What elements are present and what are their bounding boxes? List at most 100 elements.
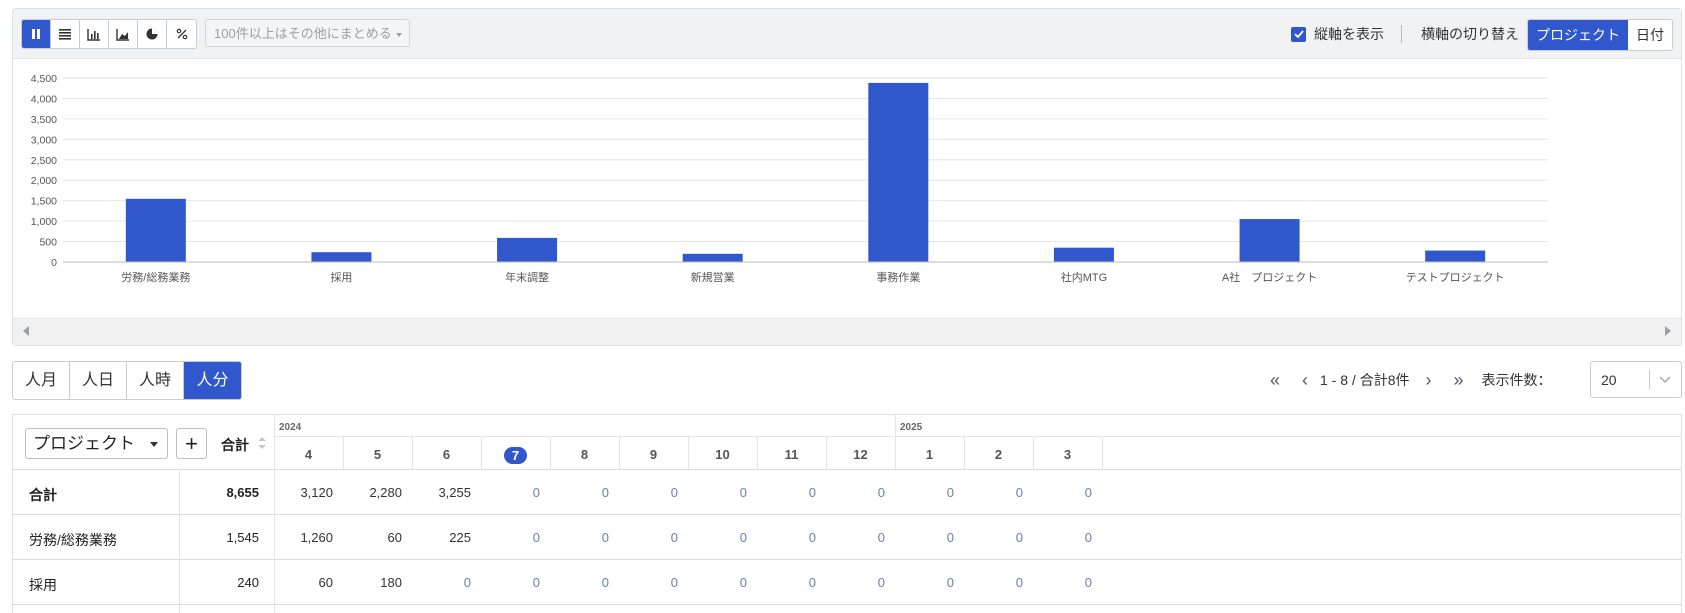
area-chart-icon[interactable] bbox=[109, 20, 138, 48]
total-column-header[interactable]: 合計 bbox=[221, 437, 249, 453]
table-row[interactable]: 合計 8,655 3,120 2,280 3,255 0 0 0 0 0 0 0 0 0 bbox=[13, 469, 1681, 515]
month-label: 3 bbox=[1063, 447, 1072, 462]
list-icon[interactable] bbox=[51, 20, 80, 48]
table-cell: 0 bbox=[808, 530, 816, 545]
month-label: 11 bbox=[784, 447, 799, 462]
month-header[interactable]: 12 bbox=[826, 447, 895, 462]
last-page-icon[interactable]: » bbox=[1453, 369, 1464, 390]
group-by-select-label: プロジェクト bbox=[33, 434, 135, 453]
table-cell: 0 bbox=[532, 530, 540, 545]
column-divider bbox=[550, 437, 551, 469]
table-cell: 0 bbox=[946, 485, 954, 500]
year-label: 2025 bbox=[900, 422, 923, 433]
bar[interactable] bbox=[311, 252, 372, 262]
bar[interactable] bbox=[1239, 219, 1300, 262]
caret-down-icon bbox=[150, 442, 158, 447]
month-header[interactable]: 1 bbox=[895, 447, 964, 462]
row-name: 労務/総務業務 bbox=[29, 532, 117, 548]
row-name: 合計 bbox=[29, 487, 57, 503]
bar-chart-icon[interactable] bbox=[22, 20, 51, 48]
month-header[interactable]: 3 bbox=[1033, 447, 1102, 462]
column-chart-icon[interactable] bbox=[80, 20, 109, 48]
prev-page-icon[interactable]: ‹ bbox=[1302, 369, 1309, 390]
year-label: 2024 bbox=[279, 422, 302, 433]
bar[interactable] bbox=[125, 198, 186, 262]
column-divider bbox=[1102, 437, 1103, 469]
month-header[interactable]: 5 bbox=[343, 447, 412, 462]
group-by-select[interactable]: プロジェクト bbox=[25, 428, 168, 459]
unit-option-man-minute[interactable]: 人分 bbox=[184, 362, 241, 399]
month-header[interactable]: 6 bbox=[412, 447, 481, 462]
percent-icon[interactable] bbox=[167, 20, 196, 48]
show-yaxis-toggle[interactable]: 縦軸を表示 bbox=[1291, 24, 1384, 44]
column-divider bbox=[619, 437, 620, 469]
bar[interactable] bbox=[1053, 247, 1114, 262]
first-page-icon[interactable]: « bbox=[1270, 369, 1281, 390]
x-tick-label: A社 プロジェクト bbox=[1222, 270, 1317, 284]
month-header[interactable]: 9 bbox=[619, 447, 688, 462]
table-cell: 0 bbox=[946, 575, 954, 590]
month-label: 7 bbox=[503, 447, 528, 464]
horizontal-scrollbar[interactable] bbox=[13, 317, 1681, 345]
table-cell: 0 bbox=[808, 485, 816, 500]
table-row[interactable]: 労務/総務業務 1,545 1,260 60 225 0 0 0 0 0 0 0 0 0 bbox=[13, 514, 1681, 560]
y-tick-label: 2,000 bbox=[31, 175, 57, 187]
table-cell: 0 bbox=[532, 485, 540, 500]
month-header[interactable]: 7 bbox=[481, 447, 550, 464]
bar-chart: 0 500 1,000 1,500 2,000 2,500 3,000 3,500 4,000 4… bbox=[31, 73, 1548, 284]
checkbox-checked-icon[interactable] bbox=[1291, 26, 1306, 42]
unit-option-man-month[interactable]: 人月 bbox=[13, 362, 70, 399]
table-cell: 0 bbox=[670, 530, 678, 545]
table-cell: 3,120 bbox=[300, 485, 333, 500]
x-tick-label: 採用 bbox=[330, 270, 352, 284]
unit-switch: 人月 人日 人時 人分 bbox=[12, 361, 242, 400]
pie-chart-icon[interactable] bbox=[138, 20, 167, 48]
month-header[interactable]: 11 bbox=[757, 447, 826, 462]
table-header: プロジェクト + 合計 2024 2025 4 5 6 7 8 9 10 11 12 1 2 3 bbox=[13, 415, 1681, 470]
xaxis-option-date[interactable]: 日付 bbox=[1628, 20, 1672, 50]
month-header[interactable]: 10 bbox=[688, 447, 757, 462]
row-name: 採用 bbox=[29, 577, 57, 593]
unit-option-man-hour[interactable]: 人時 bbox=[127, 362, 184, 399]
bar[interactable] bbox=[1425, 250, 1486, 262]
next-page-icon[interactable]: › bbox=[1425, 369, 1432, 390]
column-divider bbox=[688, 437, 689, 469]
unit-option-man-day[interactable]: 人日 bbox=[70, 362, 127, 399]
table-cell: 0 bbox=[532, 575, 540, 590]
add-column-button[interactable]: + bbox=[176, 428, 207, 459]
x-tick-label: 事務作業 bbox=[876, 270, 920, 284]
chart-toolbar: 100件以上はその他にまとめる 縦軸を表示 横軸の切り替え プロジェクト 日付 bbox=[13, 9, 1681, 59]
column-divider bbox=[179, 469, 180, 613]
table-cell: 0 bbox=[739, 530, 747, 545]
y-tick-label: 4,000 bbox=[31, 93, 57, 105]
grouping-select-label: 100件以上はその他にまとめる bbox=[214, 26, 392, 41]
month-header[interactable]: 8 bbox=[550, 447, 619, 462]
table-cell: 0 bbox=[463, 575, 471, 590]
month-header[interactable]: 2 bbox=[964, 447, 1033, 462]
data-table: プロジェクト + 合計 2024 2025 4 5 6 7 8 9 10 11 12 1 2 3 合計 8,… bbox=[12, 414, 1682, 613]
table-row[interactable]: 採用 240 60 180 0 0 0 0 0 0 0 0 0 0 bbox=[13, 559, 1681, 605]
grouping-select[interactable]: 100件以上はその他にまとめる bbox=[205, 19, 410, 47]
scroll-left-icon[interactable] bbox=[23, 326, 29, 336]
row-total: 240 bbox=[237, 575, 259, 590]
column-divider bbox=[1033, 437, 1034, 469]
show-yaxis-label: 縦軸を表示 bbox=[1314, 26, 1384, 42]
xaxis-option-project[interactable]: プロジェクト bbox=[1528, 20, 1628, 50]
page-size-select[interactable]: 20 bbox=[1590, 361, 1682, 398]
table-cell: 0 bbox=[877, 485, 885, 500]
month-label: 12 bbox=[853, 447, 868, 462]
table-cell: 2,280 bbox=[369, 485, 402, 500]
table-cell: 0 bbox=[601, 485, 609, 500]
column-divider bbox=[895, 415, 896, 437]
scroll-right-icon[interactable] bbox=[1665, 326, 1671, 336]
sort-icon[interactable] bbox=[257, 436, 267, 450]
table-cell: 180 bbox=[380, 575, 402, 590]
bar[interactable] bbox=[497, 237, 558, 262]
y-tick-label: 1,000 bbox=[31, 216, 57, 228]
bar[interactable] bbox=[682, 253, 743, 262]
bar[interactable] bbox=[868, 82, 929, 262]
month-header[interactable]: 4 bbox=[274, 447, 343, 462]
chevron-down-icon bbox=[395, 32, 402, 37]
row-total: 8,655 bbox=[226, 485, 259, 500]
table-cell: 0 bbox=[1015, 575, 1023, 590]
